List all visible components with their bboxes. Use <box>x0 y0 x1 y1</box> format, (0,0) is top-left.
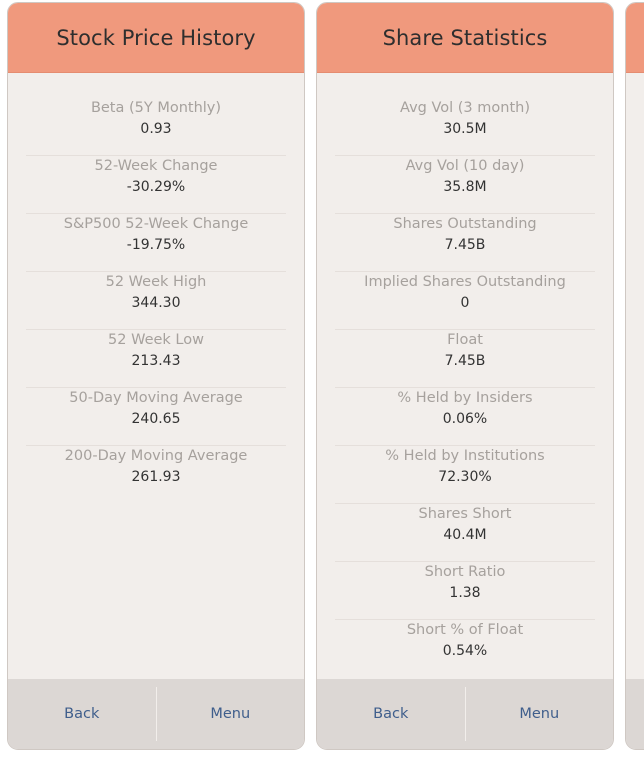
stat-value: 1.38 <box>449 585 481 601</box>
stat-item: Shares Short 40.4M <box>335 504 595 562</box>
stat-value: 0.06% <box>442 411 488 427</box>
stat-label: Avg Vol (10 day) <box>405 158 525 174</box>
stat-item: 50-Day Moving Average 240.65 <box>26 388 286 446</box>
stat-value: 7.45B <box>444 237 486 253</box>
stat-label: 52-Week Change <box>94 158 218 174</box>
stat-label: 50-Day Moving Average <box>69 390 243 406</box>
back-button[interactable]: Back <box>373 706 409 722</box>
stat-value: 240.65 <box>131 411 181 427</box>
footer-divider <box>464 687 466 741</box>
stat-item: % Held by Institutions 72.30% <box>335 446 595 504</box>
stat-label: % Held by Institutions <box>385 448 545 464</box>
stat-item: S&P500 52-Week Change -19.75% <box>26 214 286 272</box>
menu-button[interactable]: Menu <box>210 706 251 722</box>
stats-list: Avg Vol (3 month) 30.5M Avg Vol (10 day)… <box>317 73 613 678</box>
stat-label: Avg Vol (3 month) <box>400 100 530 116</box>
stat-label: 52 Week Low <box>108 332 204 348</box>
stat-label: Shares Short <box>418 506 512 522</box>
stat-item: 200-Day Moving Average 261.93 <box>26 446 286 504</box>
stat-value: 0.93 <box>140 121 172 137</box>
stat-value: 344.30 <box>131 295 181 311</box>
stat-label: Implied Shares Outstanding <box>364 274 566 290</box>
card-header: Stock Price History <box>8 3 304 73</box>
stat-value: 35.8M <box>443 179 487 195</box>
card-header: Share Statistics <box>317 3 613 73</box>
share-statistics-card: Share Statistics Avg Vol (3 month) 30.5M… <box>316 2 614 750</box>
stat-item: Shares Outstanding 7.45B <box>335 214 595 272</box>
stat-item: Implied Shares Outstanding 0 <box>335 272 595 330</box>
back-button[interactable]: Back <box>64 706 100 722</box>
stat-item: Short % of Float 0.54% <box>335 620 595 678</box>
stat-value: -19.75% <box>126 237 186 253</box>
card-title: Share Statistics <box>382 25 548 50</box>
stat-item: 52 Week Low 213.43 <box>26 330 286 388</box>
stat-label: S&P500 52-Week Change <box>63 216 249 232</box>
stat-item: 52-Week Change -30.29% <box>26 156 286 214</box>
card-footer: Back Menu <box>8 679 304 749</box>
stat-label: Float <box>447 332 483 348</box>
footer-divider <box>155 687 157 741</box>
stat-value: 7.45B <box>444 353 486 369</box>
stat-label: 200-Day Moving Average <box>64 448 248 464</box>
stat-item: % Held by Insiders 0.06% <box>335 388 595 446</box>
stat-value: 0 <box>460 295 470 311</box>
stat-label: Beta (5Y Monthly) <box>90 100 222 116</box>
card-title: Stock Price History <box>56 25 256 50</box>
stat-label: 52 Week High <box>105 274 207 290</box>
stock-price-history-card: Stock Price History Beta (5Y Monthly) 0.… <box>7 2 305 750</box>
stat-value: 261.93 <box>131 469 181 485</box>
stat-item: Float 7.45B <box>335 330 595 388</box>
menu-button[interactable]: Menu <box>519 706 560 722</box>
stats-list: Beta (5Y Monthly) 0.93 52-Week Change -3… <box>8 73 304 504</box>
stat-label: Shares Outstanding <box>393 216 537 232</box>
stat-item: Avg Vol (3 month) 30.5M <box>335 98 595 156</box>
stat-value: -30.29% <box>126 179 186 195</box>
stat-value: 72.30% <box>438 469 492 485</box>
stat-item: Short Ratio 1.38 <box>335 562 595 620</box>
card-footer: Back Menu <box>317 679 613 749</box>
stat-item: Avg Vol (10 day) 35.8M <box>335 156 595 214</box>
stat-label: Short % of Float <box>406 622 524 638</box>
next-card-partial <box>625 2 644 750</box>
stat-value: 40.4M <box>443 527 487 543</box>
stat-label: % Held by Insiders <box>397 390 533 406</box>
card-header <box>626 3 644 73</box>
stat-value: 30.5M <box>443 121 487 137</box>
stat-item: Beta (5Y Monthly) 0.93 <box>26 98 286 156</box>
stat-value: 0.54% <box>442 643 488 659</box>
stat-label: Short Ratio <box>424 564 506 580</box>
stat-value: 213.43 <box>131 353 181 369</box>
card-footer <box>626 679 644 749</box>
stat-item: 52 Week High 344.30 <box>26 272 286 330</box>
